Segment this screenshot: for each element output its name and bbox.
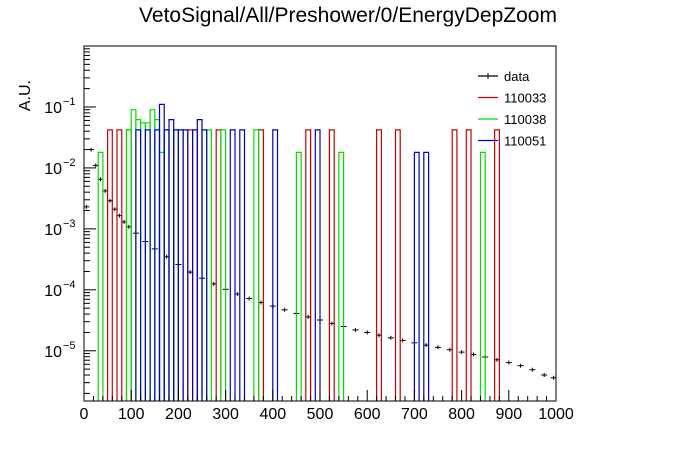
legend-label: data <box>504 69 530 84</box>
y-tick-exponent: −3 <box>63 218 76 230</box>
bin-110033-4 <box>215 129 222 401</box>
legend-label: 110033 <box>504 91 546 106</box>
bin-110038-9 <box>163 129 170 401</box>
y-axis-label: A.U. <box>17 80 34 111</box>
chart-title: VetoSignal/All/Preshower/0/EnergyDepZoom <box>139 4 557 27</box>
x-tick-label: 600 <box>354 406 381 423</box>
bin-110033-12 <box>494 129 500 401</box>
x-tick-label: 0 <box>80 406 89 423</box>
bin-110051-8 <box>182 129 189 401</box>
bin-110051-17 <box>423 151 430 401</box>
series-110051 <box>135 103 430 401</box>
bin-110038-12 <box>220 129 227 401</box>
x-tick-label: 900 <box>495 406 522 423</box>
x-tick-label: 500 <box>307 406 334 423</box>
bin-110038-2 <box>130 109 137 401</box>
data-point-38 <box>458 350 465 355</box>
data-point-43 <box>517 363 524 368</box>
y-tick-exponent: −4 <box>63 279 76 291</box>
bin-110051-12 <box>229 129 236 401</box>
bin-110038-3 <box>135 119 142 401</box>
data-point-32 <box>387 335 394 340</box>
data-point-20 <box>246 296 253 301</box>
bin-110051-9 <box>192 129 198 401</box>
bin-110038-10 <box>173 129 179 401</box>
y-tick-label: 10 <box>44 222 62 239</box>
x-tick-label: 100 <box>118 406 145 423</box>
bin-110033-2 <box>125 129 132 401</box>
bin-110051-14 <box>272 129 279 401</box>
bin-110038-4 <box>140 122 146 401</box>
bin-110033-8 <box>376 129 382 401</box>
y-tick-exponent: −5 <box>63 340 76 352</box>
bin-110033-3 <box>187 129 194 401</box>
bin-110051-5 <box>168 119 175 401</box>
data-point-30 <box>364 330 371 335</box>
bin-110051-11 <box>201 129 208 401</box>
bin-110038-11 <box>206 129 212 401</box>
bin-110033-6 <box>305 129 312 401</box>
bin-110051-15 <box>314 129 321 401</box>
legend-label: 110038 <box>504 112 546 127</box>
bin-110038-13 <box>253 129 260 401</box>
bin-110038-0 <box>97 151 104 401</box>
x-tick-label: 700 <box>401 406 428 423</box>
x-tick-label: 300 <box>212 406 239 423</box>
bin-110051-7 <box>177 129 184 401</box>
data-point-44 <box>529 367 536 372</box>
y-tick-exponent: −1 <box>63 96 76 108</box>
bin-110051-4 <box>163 129 170 401</box>
y-tick-label: 10 <box>44 161 62 178</box>
y-tick-label: 10 <box>44 283 62 300</box>
legend-entry-110038: 110038 <box>478 112 546 127</box>
data-point-36 <box>435 345 441 350</box>
bin-110033-11 <box>465 129 472 401</box>
bin-110038-1 <box>125 129 132 401</box>
bin-110038-14 <box>295 151 302 401</box>
x-tick-label: 200 <box>165 406 192 423</box>
bin-110051-3 <box>158 103 165 401</box>
series-layer <box>83 103 557 401</box>
data-point-23 <box>281 307 288 312</box>
bin-110033-0 <box>107 129 113 401</box>
bin-110051-16 <box>413 151 420 401</box>
bin-110051-1 <box>144 129 151 401</box>
bin-110038-6 <box>149 109 156 401</box>
bin-110051-2 <box>154 129 161 401</box>
axis-layer: 0 100 200 300 400 500 600 700 800 900 100010−510−4… <box>44 45 574 423</box>
bin-110051-10 <box>196 119 203 401</box>
bin-110033-1 <box>116 129 123 401</box>
bin-110038-7 <box>154 119 161 401</box>
bin-110038-5 <box>144 122 151 401</box>
series-110033 <box>107 129 500 401</box>
legend-entry-110033: 110033 <box>478 91 546 106</box>
legend: data 110033 110038 110051 <box>478 69 546 149</box>
x-tick-label: 1000 <box>538 406 574 423</box>
bin-110051-13 <box>239 129 246 401</box>
x-tick-label: 800 <box>448 406 475 423</box>
bin-110038-15 <box>338 151 345 401</box>
series-110038 <box>97 109 486 401</box>
legend-entry-110051: 110051 <box>478 134 546 149</box>
data-point-45 <box>541 373 548 377</box>
bin-110033-10 <box>451 129 458 401</box>
data-point-42 <box>505 360 512 365</box>
legend-entry-data: data <box>478 69 530 84</box>
bin-110051-0 <box>135 129 142 401</box>
y-tick-label: 10 <box>44 100 62 117</box>
bin-110033-7 <box>328 129 335 401</box>
data-point-29 <box>352 327 359 332</box>
bin-110033-5 <box>258 129 264 401</box>
bin-110038-8 <box>158 151 165 401</box>
y-tick-label: 10 <box>44 344 62 361</box>
legend-label: 110051 <box>504 134 546 149</box>
bin-110038-16 <box>479 151 486 401</box>
bin-110051-6 <box>173 129 179 401</box>
y-tick-exponent: −2 <box>63 157 76 169</box>
x-tick-label: 400 <box>259 406 286 423</box>
bin-110033-9 <box>394 129 401 401</box>
